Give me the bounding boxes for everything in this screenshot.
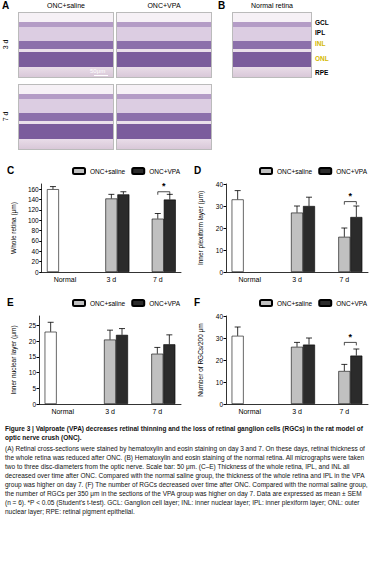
svg-text:15: 15 — [29, 353, 37, 360]
svg-text:10: 10 — [216, 247, 224, 254]
html-text:Normal retina: Normal retina — [251, 2, 293, 9]
svg-text:20: 20 — [216, 357, 224, 364]
svg-text:60: 60 — [32, 237, 40, 244]
svg-text:100: 100 — [28, 217, 39, 224]
svg-text:7 d: 7 d — [339, 276, 349, 283]
html-text:ONC+VPA: ONC+VPA — [147, 2, 181, 9]
svg-text:ONC+VPA: ONC+VPA — [149, 300, 180, 307]
svg-text:Number of RGCs/200 μm: Number of RGCs/200 μm — [197, 323, 205, 396]
svg-text:0: 0 — [35, 269, 39, 276]
svg-text:3 d: 3 d — [292, 408, 302, 415]
svg-text:5: 5 — [32, 385, 36, 392]
svg-text:ONC+saline: ONC+saline — [277, 168, 313, 175]
svg-text:Normal: Normal — [51, 408, 74, 415]
svg-text:ONC+VPA: ONC+VPA — [336, 300, 367, 307]
svg-text:ONC+saline: ONC+saline — [90, 300, 126, 307]
svg-text:0: 0 — [219, 269, 223, 276]
html-text:A: A — [2, 0, 10, 11]
html-text:Figure 3 | Valproate (VPA) dec: Figure 3 | Valproate (VPA) decreases ret… — [5, 425, 363, 441]
svg-text:80: 80 — [32, 227, 40, 234]
svg-text:ONC+VPA: ONC+VPA — [149, 168, 180, 175]
html-text:7 d: 7 d — [2, 111, 10, 122]
html-text:GCL: GCL — [315, 18, 329, 26]
html-text:RPE: RPE — [315, 68, 329, 76]
svg-text:Inner plexiform layer (μm): Inner plexiform layer (μm) — [197, 191, 205, 265]
svg-text:Whole retina (μm): Whole retina (μm) — [10, 202, 18, 254]
svg-text:10: 10 — [216, 379, 224, 386]
html-text:50μm: 50μm — [90, 68, 106, 74]
svg-text:160: 160 — [28, 186, 39, 193]
html-text:INL: INL — [315, 40, 326, 48]
svg-text:Inner nuclear layer (μm): Inner nuclear layer (μm) — [10, 325, 18, 394]
html-text:B: B — [218, 0, 226, 11]
svg-text:3 d: 3 d — [107, 276, 117, 283]
svg-text:*: * — [162, 181, 166, 191]
svg-text:F: F — [194, 297, 200, 308]
svg-text:120: 120 — [28, 206, 39, 213]
svg-text:D: D — [194, 165, 201, 176]
svg-text:30: 30 — [216, 335, 224, 342]
svg-text:C: C — [7, 165, 14, 176]
svg-text:*: * — [349, 332, 353, 342]
svg-text:20: 20 — [216, 225, 224, 232]
html-text:(A) Retinal cross-sections wer: (A) Retinal cross-sections were stained … — [5, 445, 368, 515]
html-text:IPL: IPL — [315, 29, 326, 37]
svg-text:7 d: 7 d — [339, 408, 349, 415]
svg-text:3 d: 3 d — [292, 276, 302, 283]
svg-text:Normal: Normal — [54, 276, 77, 283]
svg-text:0: 0 — [32, 401, 36, 408]
svg-text:0: 0 — [219, 401, 223, 408]
svg-text:20: 20 — [29, 338, 37, 345]
html-text:3 d: 3 d — [2, 39, 10, 50]
svg-text:40: 40 — [216, 313, 224, 320]
svg-text:40: 40 — [216, 181, 224, 188]
svg-text:Normal: Normal — [238, 276, 261, 283]
svg-text:140: 140 — [28, 196, 39, 203]
html-text:ONC+saline: ONC+saline — [47, 2, 85, 9]
svg-text:Normal: Normal — [238, 408, 261, 415]
svg-text:3 d: 3 d — [105, 408, 115, 415]
svg-text:7 d: 7 d — [152, 408, 162, 415]
svg-text:40: 40 — [32, 248, 40, 255]
svg-text:ONC+saline: ONC+saline — [90, 168, 126, 175]
svg-text:25: 25 — [29, 322, 37, 329]
svg-text:7 d: 7 d — [153, 276, 163, 283]
svg-text:ONC+saline: ONC+saline — [277, 300, 313, 307]
svg-text:10: 10 — [29, 369, 37, 376]
svg-text:E: E — [7, 297, 14, 308]
html-text:ONL: ONL — [315, 54, 329, 62]
svg-text:ONC+VPA: ONC+VPA — [336, 168, 367, 175]
svg-text:*: * — [349, 191, 353, 201]
svg-text:20: 20 — [32, 258, 40, 265]
svg-text:30: 30 — [216, 203, 224, 210]
